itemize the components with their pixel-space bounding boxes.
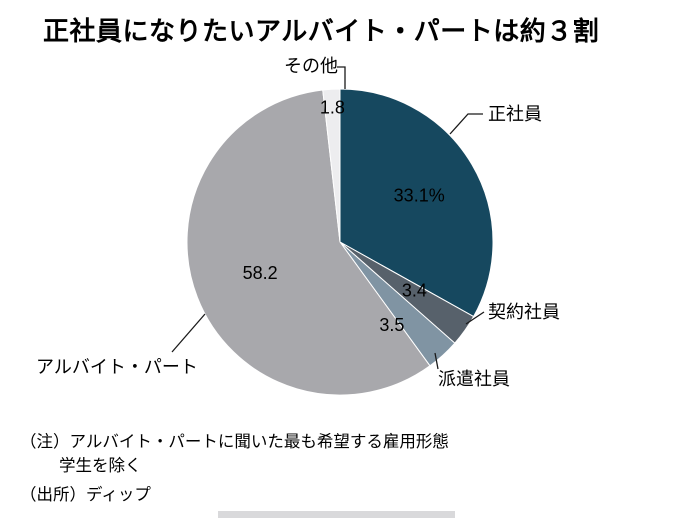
pie-slice-1	[339, 88, 494, 318]
note-line-2: 学生を除く	[59, 457, 142, 475]
bottom-edge-strip	[218, 511, 455, 518]
label-contract: 契約社員	[488, 302, 560, 322]
note-line-1: （注）アルバイト・パートに聞いた最も希望する雇用形態	[20, 433, 449, 451]
slice-value-label: 1.8	[320, 98, 345, 118]
leader-line-parttime	[171, 313, 206, 353]
source-line: （出所）ディップ	[20, 486, 151, 504]
label-other: その他	[284, 56, 338, 76]
label-parttime: アルバイト・パート	[36, 357, 198, 377]
pie-slice-4	[186, 89, 431, 396]
slice-value-labels: 33.1% 3.4 3.5 58.2 1.8	[243, 98, 445, 335]
slice-value-label: 3.4	[402, 280, 427, 300]
slice-value-label: 33.1%	[394, 186, 445, 206]
slice-value-label: 58.2	[243, 263, 278, 283]
leader-line-contract	[465, 311, 485, 325]
pie-slices	[186, 88, 494, 396]
chart-title: 正社員になりたいアルバイト・パートは約３割	[43, 16, 600, 46]
label-fulltime: 正社員	[488, 104, 542, 124]
slice-value-label: 3.5	[379, 315, 404, 335]
leader-line-other	[337, 66, 346, 89]
label-dispatch: 派遣社員	[438, 369, 510, 389]
leader-line-fulltime	[449, 113, 483, 135]
leader-line-dispatch	[434, 352, 439, 370]
pie-slice-5	[322, 88, 341, 243]
